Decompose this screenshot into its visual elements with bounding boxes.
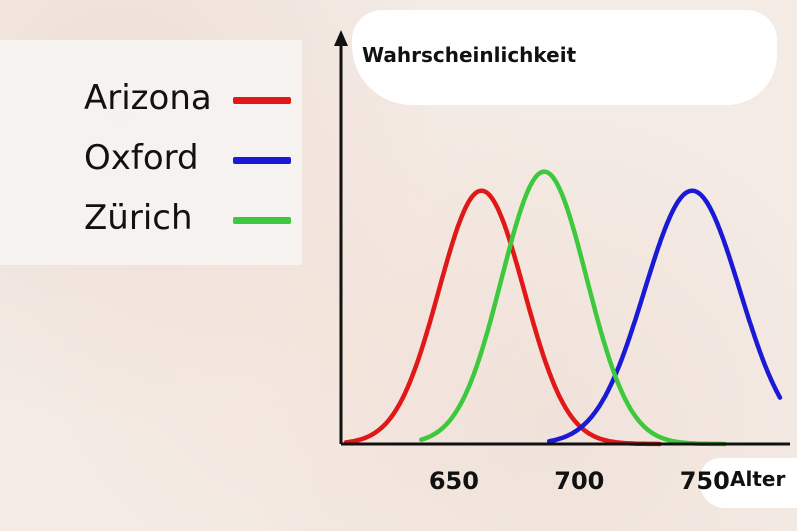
legend-label: Zürich (84, 198, 193, 238)
legend-label: Arizona (84, 78, 212, 118)
legend-swatch-blue (233, 157, 291, 164)
legend-swatch-red (233, 97, 291, 104)
series-line-arizona (343, 188, 662, 447)
x-tick-label: 700 (554, 467, 604, 495)
label-background-patch (352, 10, 777, 105)
legend: Arizona Oxford Zürich (0, 40, 302, 265)
x-axis-label: Alter (730, 467, 785, 491)
x-tick-label: 750 (680, 467, 730, 495)
x-tick-label: 650 (429, 467, 479, 495)
legend-swatch-green (233, 217, 291, 224)
curves-group (343, 169, 783, 447)
xlabel-background-patch (700, 458, 797, 508)
y-axis-label: Wahrscheinlichkeit (362, 43, 577, 67)
series-line-zrich (419, 169, 728, 447)
x-ticks: 650 700 750 (429, 467, 730, 495)
y-axis-arrow (334, 30, 348, 46)
series-line-oxford (546, 188, 783, 444)
legend-label: Oxford (84, 138, 199, 178)
